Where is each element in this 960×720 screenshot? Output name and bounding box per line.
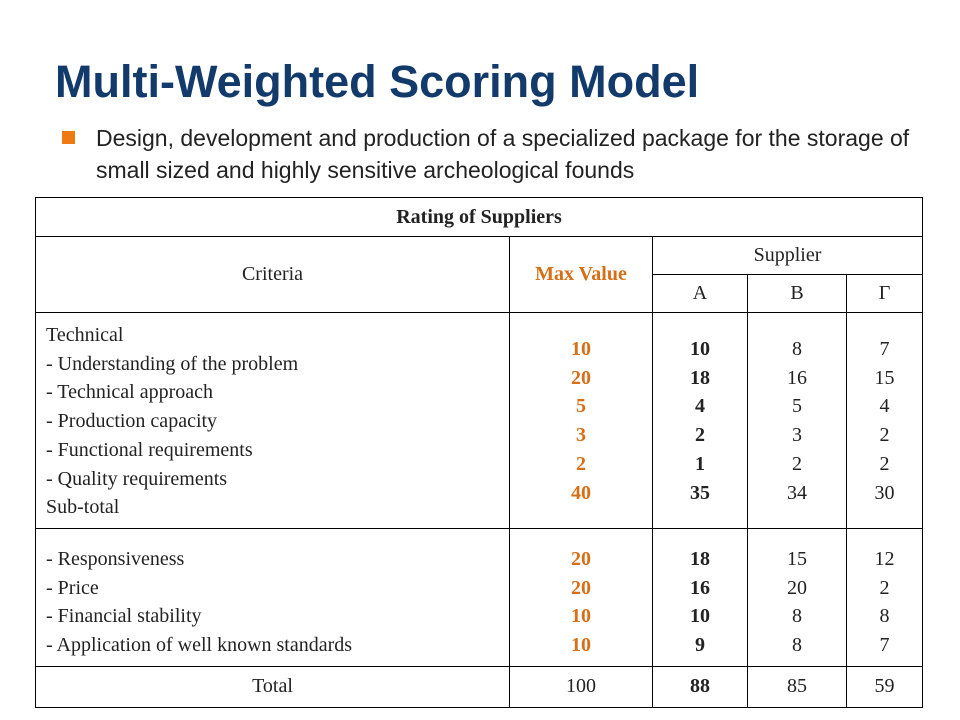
technical-criteria-cell: Technical - Understanding of the problem… bbox=[35, 312, 510, 529]
score-value: 20 bbox=[787, 576, 807, 599]
criteria-line: - Production capacity bbox=[46, 410, 218, 433]
score-value: 2 bbox=[879, 424, 890, 447]
max-value: 20 bbox=[571, 576, 591, 599]
score-value: 2 bbox=[879, 452, 890, 475]
score-value: 34 bbox=[787, 481, 807, 504]
max-value: 10 bbox=[571, 338, 591, 360]
max-value: 20 bbox=[571, 366, 591, 389]
supplier-b-header: B bbox=[747, 274, 847, 313]
criteria-line: - Application of well known standards bbox=[46, 634, 353, 657]
criteria-line: Sub-total bbox=[46, 496, 120, 519]
score-value: 35 bbox=[690, 481, 710, 504]
score-value: 16 bbox=[787, 366, 807, 389]
score-value: 18 bbox=[690, 366, 710, 389]
criteria-line: - Functional requirements bbox=[46, 438, 253, 461]
score-value: 2 bbox=[792, 452, 802, 475]
header-row: Criteria Max Value Supplier bbox=[35, 236, 924, 313]
total-row: Total 100 88 85 59 bbox=[35, 665, 924, 708]
other-supplier-a: 18 16 10 9 bbox=[652, 527, 748, 667]
max-value: 10 bbox=[571, 605, 591, 628]
score-value: 1 bbox=[695, 452, 705, 475]
score-value: 30 bbox=[874, 481, 895, 504]
max-value-header: Max Value bbox=[509, 236, 653, 313]
technical-supplier-a: 10 18 4 2 1 35 bbox=[652, 312, 748, 529]
score-value: 8 bbox=[792, 634, 802, 657]
max-value: 2 bbox=[576, 452, 586, 475]
score-value: 9 bbox=[695, 634, 705, 657]
criteria-header: Criteria bbox=[35, 236, 510, 313]
score-value: 2 bbox=[879, 576, 890, 599]
total-supplier-g: 59 bbox=[845, 665, 924, 708]
score-value: 7 bbox=[879, 338, 890, 360]
criteria-line: - Technical approach bbox=[46, 381, 214, 404]
score-value: 15 bbox=[787, 547, 807, 570]
total-supplier-b: 85 bbox=[747, 665, 847, 708]
score-value: 15 bbox=[874, 366, 895, 389]
slide-title: Multi-Weighted Scoring Model bbox=[55, 56, 700, 107]
score-value: 8 bbox=[879, 605, 890, 628]
total-supplier-a: 88 bbox=[652, 665, 748, 708]
score-value: 5 bbox=[792, 395, 802, 418]
criteria-line: - Financial stability bbox=[46, 605, 202, 628]
score-value: 12 bbox=[874, 547, 895, 570]
other-supplier-b: 15 20 8 8 bbox=[747, 527, 847, 667]
other-max-values: 20 20 10 10 bbox=[509, 527, 653, 667]
criteria-line: - Quality requirements bbox=[46, 467, 228, 490]
score-value: 18 bbox=[690, 547, 710, 570]
other-criteria-cell: - Responsiveness - Price - Financial sta… bbox=[35, 527, 510, 667]
criteria-line: - Price bbox=[46, 576, 99, 599]
score-value: 7 bbox=[879, 634, 890, 657]
criteria-line: - Understanding of the problem bbox=[46, 352, 299, 375]
max-value: 3 bbox=[576, 424, 586, 447]
other-criteria-row: - Responsiveness - Price - Financial sta… bbox=[35, 527, 924, 667]
max-value: 20 bbox=[571, 547, 591, 570]
technical-max-values: 10 20 5 3 2 40 bbox=[509, 312, 653, 529]
score-value: 3 bbox=[792, 424, 802, 447]
total-max-value: 100 bbox=[509, 665, 653, 708]
rating-table: Rating of Suppliers Criteria Max Value S… bbox=[34, 197, 924, 708]
criteria-line: - Responsiveness bbox=[46, 547, 185, 570]
supplier-names-row: A B Γ bbox=[36, 274, 924, 313]
max-value: 10 bbox=[571, 634, 591, 657]
score-value: 16 bbox=[690, 576, 710, 599]
other-supplier-g: 12 2 8 7 bbox=[845, 527, 924, 667]
score-value: 10 bbox=[690, 605, 710, 628]
technical-supplier-b: 8 16 5 3 2 34 bbox=[747, 312, 847, 529]
score-value: 2 bbox=[695, 424, 705, 447]
score-value: 4 bbox=[879, 395, 890, 418]
technical-supplier-g: 7 15 4 2 2 30 bbox=[845, 312, 924, 529]
score-value: 8 bbox=[792, 338, 802, 360]
total-label: Total bbox=[35, 665, 510, 708]
score-value: 4 bbox=[695, 395, 705, 418]
table-title: Rating of Suppliers bbox=[34, 197, 924, 237]
criteria-line: Technical bbox=[46, 324, 124, 346]
supplier-header: Supplier bbox=[651, 236, 924, 275]
supplier-a-header: A bbox=[652, 274, 748, 313]
table-title-row: Rating of Suppliers bbox=[34, 197, 924, 237]
supplier-g-header: Γ bbox=[845, 274, 924, 313]
score-value: 8 bbox=[792, 605, 802, 628]
score-value: 10 bbox=[690, 338, 710, 360]
max-value: 40 bbox=[571, 481, 591, 504]
bullet-text: Design, development and production of a … bbox=[96, 125, 910, 183]
technical-row: Technical - Understanding of the problem… bbox=[35, 312, 924, 529]
bullet-square-icon bbox=[62, 131, 75, 144]
max-value: 5 bbox=[576, 395, 586, 418]
